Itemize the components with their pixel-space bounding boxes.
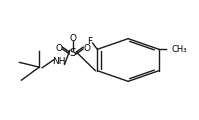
Text: CH₃: CH₃ — [172, 45, 187, 54]
Text: NH: NH — [52, 57, 66, 66]
Text: O: O — [83, 44, 90, 53]
Text: S: S — [69, 48, 76, 58]
Text: O: O — [69, 34, 76, 43]
Text: O: O — [56, 44, 62, 53]
Text: F: F — [87, 36, 92, 45]
